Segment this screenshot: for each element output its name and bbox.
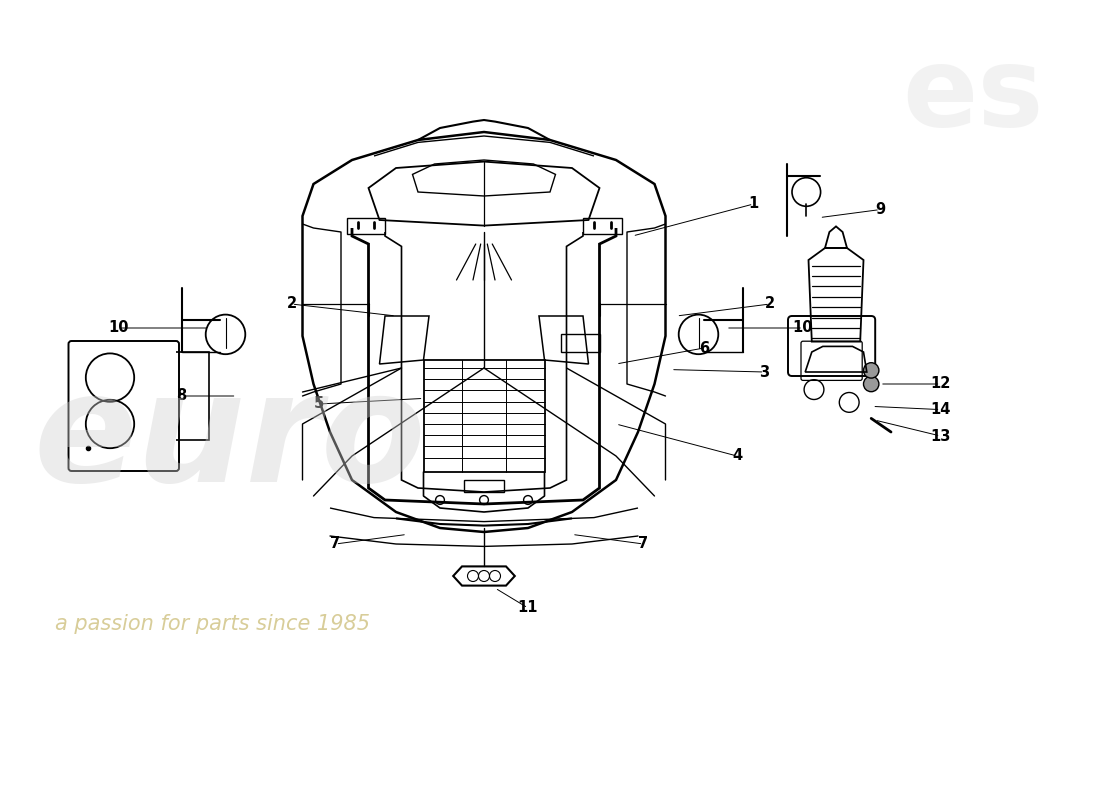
Bar: [583, 218, 621, 234]
Circle shape: [864, 376, 879, 392]
Text: 7: 7: [330, 537, 341, 551]
Text: a passion for parts since 1985: a passion for parts since 1985: [55, 614, 370, 634]
Text: 1: 1: [748, 197, 759, 211]
Text: 13: 13: [931, 429, 950, 443]
Text: 3: 3: [759, 365, 770, 379]
Bar: [464, 480, 504, 492]
Text: 2: 2: [286, 297, 297, 311]
Bar: [561, 334, 600, 352]
Bar: [424, 360, 544, 472]
Text: 11: 11: [518, 601, 538, 615]
Text: 9: 9: [874, 202, 886, 217]
Text: 12: 12: [931, 377, 950, 391]
Text: euro: euro: [33, 366, 426, 514]
Text: 4: 4: [732, 449, 742, 463]
Bar: [346, 218, 385, 234]
Text: 10: 10: [793, 321, 813, 335]
Text: 14: 14: [931, 402, 950, 417]
Text: 8: 8: [176, 389, 187, 403]
Text: 6: 6: [698, 341, 710, 355]
Text: 2: 2: [764, 297, 776, 311]
Text: 10: 10: [109, 321, 129, 335]
Text: 5: 5: [314, 397, 324, 411]
Text: 7: 7: [638, 537, 649, 551]
Circle shape: [864, 362, 879, 378]
Text: es: es: [902, 42, 1044, 150]
